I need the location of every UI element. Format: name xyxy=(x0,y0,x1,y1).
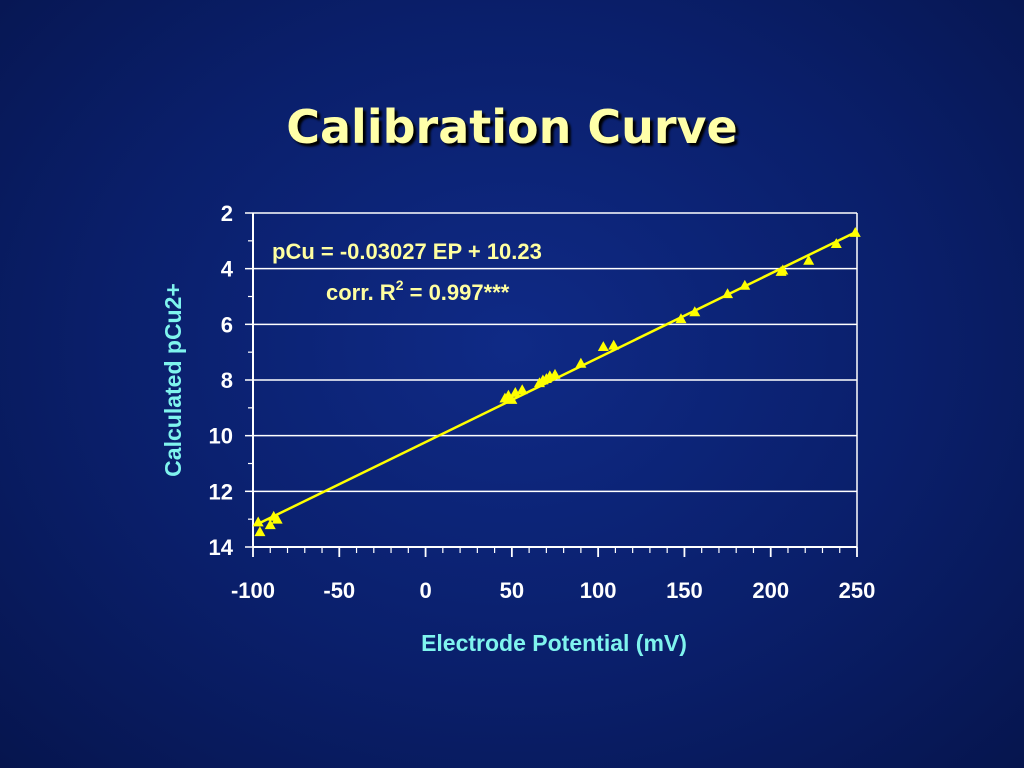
data-point xyxy=(597,341,609,351)
data-point xyxy=(252,516,264,527)
x-tick-label-250: 250 xyxy=(839,578,876,603)
grid-lines xyxy=(253,212,858,547)
corr-superscript: 2 xyxy=(396,277,404,293)
y-tick-label-4: 4 xyxy=(221,257,234,282)
data-point xyxy=(575,357,587,368)
y-tick-label-10: 10 xyxy=(209,424,233,449)
data-point xyxy=(516,384,528,395)
equation-label: pCu = -0.03027 EP + 10.23 xyxy=(272,239,542,264)
data-point xyxy=(509,387,521,397)
y-tick-label-14: 14 xyxy=(209,535,234,560)
x-tick-label--50: -50 xyxy=(323,578,355,603)
data-point xyxy=(675,313,687,324)
x-tick-labels: -100 -50 0 50 100 150 200 250 xyxy=(231,578,875,603)
data-point xyxy=(830,238,842,249)
page-title: Calibration Curve xyxy=(286,100,738,154)
y-tick-label-2: 2 xyxy=(221,201,233,226)
data-point xyxy=(803,254,815,265)
y-tick-label-8: 8 xyxy=(221,368,233,393)
x-tick-label-100: 100 xyxy=(580,578,617,603)
data-points xyxy=(252,226,861,537)
data-point xyxy=(254,526,266,537)
y-tick-label-6: 6 xyxy=(221,312,233,337)
correlation-label: corr. R2 = 0.997*** xyxy=(326,277,510,305)
x-tick-label-0: 0 xyxy=(419,578,431,603)
axes xyxy=(245,212,858,557)
x-tick-label-50: 50 xyxy=(500,578,524,603)
data-point xyxy=(506,393,518,404)
corr-suffix: = 0.997*** xyxy=(404,280,510,305)
data-point xyxy=(689,306,701,317)
data-point xyxy=(608,339,620,350)
data-point xyxy=(271,513,283,524)
x-tick-label-200: 200 xyxy=(752,578,789,603)
x-axis-title: Electrode Potential (mV) xyxy=(421,630,687,656)
data-point xyxy=(264,519,276,530)
y-tick-labels: 2 4 6 8 10 12 14 xyxy=(209,201,234,560)
data-point xyxy=(739,279,751,290)
data-point xyxy=(549,368,561,379)
x-tick-label--100: -100 xyxy=(231,578,275,603)
corr-prefix: corr. R xyxy=(326,280,396,305)
data-point xyxy=(722,288,734,299)
data-point xyxy=(777,264,789,275)
data-point xyxy=(849,226,861,237)
y-axis-title: Calculated pCu2+ xyxy=(160,283,186,477)
y-tick-label-12: 12 xyxy=(209,479,233,504)
x-tick-label-150: 150 xyxy=(666,578,703,603)
